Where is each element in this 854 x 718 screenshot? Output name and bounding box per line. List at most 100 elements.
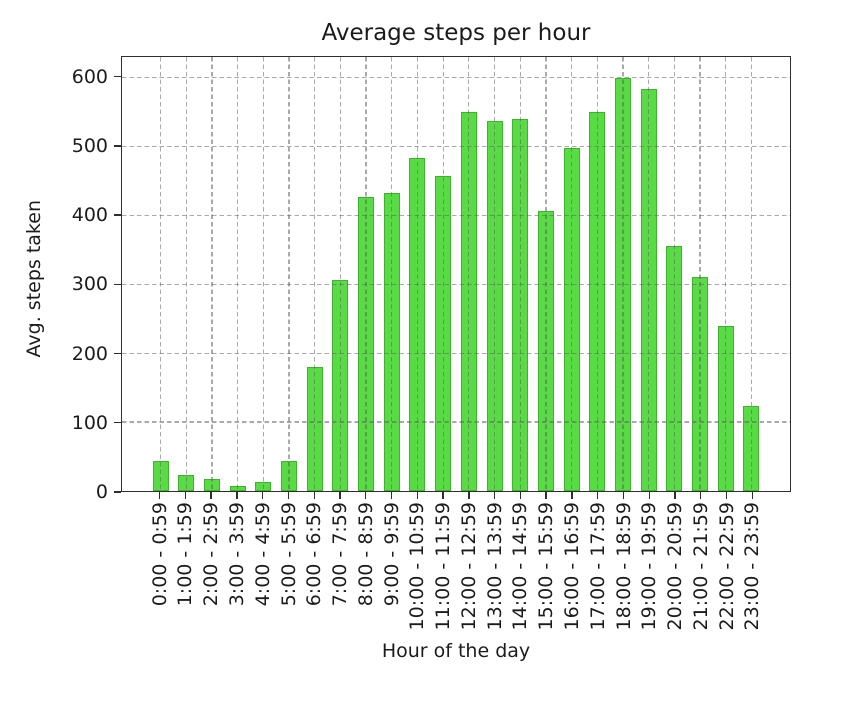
gridline-vertical <box>519 57 521 491</box>
bar-4-00 <box>255 482 272 491</box>
x-tick-label: 0:00 - 0:59 <box>148 502 171 607</box>
gridline-horizontal <box>122 77 790 79</box>
bar-20-00 <box>666 246 683 491</box>
gridline-horizontal <box>122 145 790 148</box>
x-tick-label: 7:00 - 7:59 <box>329 502 352 607</box>
y-tick-label: 600 <box>71 65 108 88</box>
x-tick-mark <box>571 492 573 499</box>
x-tick-label: 1:00 - 1:59 <box>174 502 197 607</box>
x-tick-label: 14:00 - 14:59 <box>509 502 532 631</box>
gridline-vertical <box>159 57 162 491</box>
x-tick-label: 21:00 - 21:59 <box>689 502 712 631</box>
gridline-horizontal <box>122 283 790 285</box>
x-tick-label: 17:00 - 17:59 <box>586 502 609 631</box>
bar-18-00 <box>615 77 631 491</box>
x-tick-mark <box>493 492 496 499</box>
bar-1-00 <box>178 475 195 491</box>
x-tick-label: 6:00 - 6:59 <box>303 502 326 607</box>
chart-title: Average steps per hour <box>321 20 591 46</box>
gridline-vertical <box>365 57 367 491</box>
gridline-vertical <box>725 57 727 491</box>
gridline-vertical <box>468 57 470 491</box>
y-tick-mark <box>114 352 121 355</box>
gridline-vertical <box>570 57 573 491</box>
bar-6-00 <box>306 367 323 491</box>
gridline-vertical <box>185 57 187 491</box>
plot-area <box>121 56 791 492</box>
gridline-vertical <box>699 57 701 491</box>
x-tick-label: 23:00 - 23:59 <box>741 502 764 631</box>
gridline-horizontal <box>122 214 790 217</box>
x-tick-mark <box>545 492 547 499</box>
gridline-vertical <box>493 57 496 491</box>
bar-12-00 <box>460 112 477 491</box>
x-tick-mark <box>236 492 238 499</box>
x-tick-mark <box>622 492 625 499</box>
y-tick-label: 400 <box>71 204 108 227</box>
bar-15-00 <box>537 210 554 491</box>
x-tick-mark <box>339 492 341 499</box>
gridline-vertical <box>262 57 264 491</box>
x-tick-mark <box>648 492 650 499</box>
x-tick-mark <box>365 492 367 499</box>
y-tick-label: 300 <box>71 273 108 296</box>
x-tick-label: 16:00 - 16:59 <box>560 502 583 631</box>
y-tick-mark <box>114 422 121 424</box>
x-tick-label: 4:00 - 4:59 <box>251 502 274 607</box>
bar-17-00 <box>589 112 606 491</box>
x-tick-mark <box>597 492 599 499</box>
x-tick-mark <box>390 492 393 499</box>
x-tick-label: 13:00 - 13:59 <box>483 502 506 631</box>
bar-10-00 <box>409 158 426 491</box>
gridline-vertical <box>314 57 316 491</box>
gridline-vertical <box>750 57 753 491</box>
y-tick-mark <box>114 491 121 493</box>
bar-16-00 <box>563 147 580 491</box>
y-tick-mark <box>114 145 121 147</box>
x-tick-mark <box>700 492 702 499</box>
gridline-vertical <box>416 57 419 491</box>
y-tick-label: 500 <box>71 134 108 157</box>
y-tick-label: 100 <box>71 411 108 434</box>
gridline-vertical <box>648 57 650 491</box>
x-tick-label: 18:00 - 18:59 <box>612 502 635 631</box>
x-tick-mark <box>313 492 315 499</box>
x-tick-label: 11:00 - 11:59 <box>432 502 455 631</box>
gridline-vertical <box>211 57 213 491</box>
x-tick-mark <box>725 492 728 499</box>
y-tick-label: 200 <box>71 342 108 365</box>
gridline-vertical <box>545 57 547 491</box>
bar-21-00 <box>692 277 709 491</box>
gridline-vertical <box>596 57 598 491</box>
x-tick-mark <box>210 492 212 499</box>
x-tick-label: 9:00 - 9:59 <box>380 502 403 607</box>
x-axis-label: Hour of the day <box>381 640 531 662</box>
gridline-vertical <box>236 57 239 491</box>
bar-19-00 <box>640 88 657 491</box>
x-tick-label: 10:00 - 10:59 <box>406 502 429 631</box>
x-tick-mark <box>519 492 522 499</box>
bar-3-00 <box>229 485 246 491</box>
gridline-vertical <box>391 57 393 491</box>
x-tick-mark <box>262 492 264 499</box>
x-tick-mark <box>416 492 419 499</box>
bar-8-00 <box>358 196 375 491</box>
bar-0-00 <box>152 461 169 491</box>
bar-13-00 <box>486 121 503 491</box>
gridline-horizontal <box>122 421 790 423</box>
x-tick-label: 2:00 - 2:59 <box>200 502 223 607</box>
x-tick-mark <box>468 492 470 499</box>
gridline-vertical <box>442 57 444 491</box>
x-tick-mark <box>751 492 754 499</box>
bar-23-00 <box>743 405 760 491</box>
gridline-vertical <box>622 57 624 491</box>
x-tick-label: 22:00 - 22:59 <box>715 502 738 631</box>
y-tick-mark <box>114 76 121 78</box>
x-tick-label: 15:00 - 15:59 <box>535 502 558 631</box>
gridline-vertical <box>288 57 290 491</box>
x-tick-label: 3:00 - 3:59 <box>225 502 248 607</box>
y-tick-mark <box>114 283 121 286</box>
x-tick-mark <box>287 492 290 499</box>
bar-9-00 <box>383 192 400 491</box>
